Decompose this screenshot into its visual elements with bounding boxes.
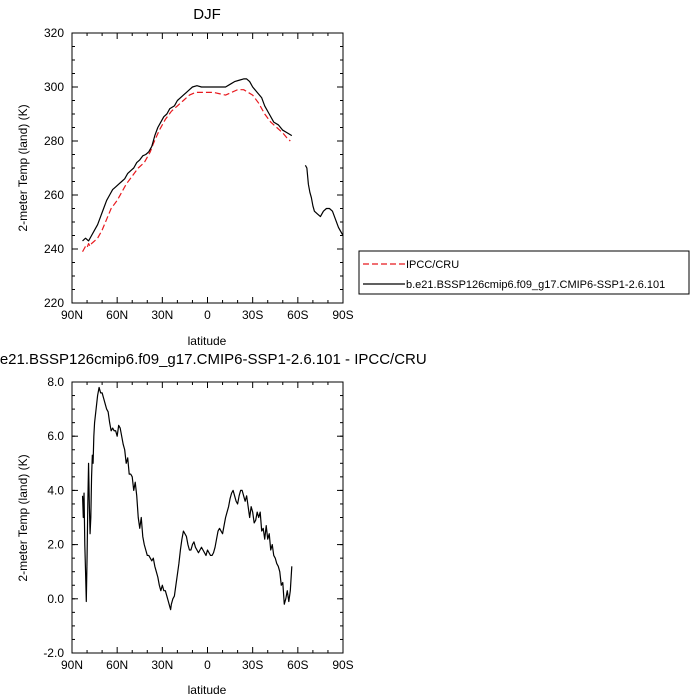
bottom-x-tick-label: 0: [204, 658, 211, 672]
top-x-axis-label: latitude: [188, 334, 227, 348]
top-x-tick-label: 30S: [242, 308, 263, 322]
top-chart-title: DJF: [193, 6, 221, 23]
bottom-x-tick-label: 90S: [332, 658, 353, 672]
bottom-y-tick-label: 2.0: [47, 538, 64, 552]
top-y-tick-label: 280: [44, 134, 64, 148]
top-x-tick-label: 30N: [151, 308, 173, 322]
bottom-y-tick-label: 0.0: [47, 592, 64, 606]
top-x-tick-label: 60N: [106, 308, 128, 322]
top-series-1-line-segment-1: [304, 165, 343, 236]
bottom-plot-frame: [71, 381, 344, 654]
top-y-tick-label: 320: [44, 26, 64, 40]
top-series-1-line-segment-0: [82, 78, 293, 242]
top-y-tick-label: 220: [44, 296, 64, 310]
top-y-tick-label: 240: [44, 242, 64, 256]
bottom-series-0-line-segment-0: [81, 386, 293, 611]
bottom-chart-title: b.e21.BSSP126cmip6.f09_g17.CMIP6-SSP1-2.…: [0, 351, 427, 368]
legend-box: [358, 250, 690, 295]
legend: IPCC/CRU b.e21.BSSP126cmip6.f09_g17.CMIP…: [358, 250, 690, 295]
panel-top: DJF 90N 60N 30N 0 30S 60S 90S 220 240 260 280 300 32…: [16, 6, 354, 348]
top-plot-area: 90N 60N 30N 0 30S 60S 90S 220 240 260 280 300 320: [44, 26, 354, 322]
legend-obs-label: IPCC/CRU: [406, 259, 459, 271]
top-y-tick-label: 260: [44, 188, 64, 202]
bottom-x-tick-label: 60S: [287, 658, 308, 672]
bottom-x-tick-label: 30N: [151, 658, 173, 672]
top-x-tick-label: 60S: [287, 308, 308, 322]
top-y-tick-label: 300: [44, 80, 64, 94]
bottom-plot-area: 90N 60N 30N 0 30S 60S 90S -2.0 0.0 2.0 4.0 6.0 8.0: [43, 375, 353, 672]
bottom-y-tick-label: 6.0: [47, 429, 64, 443]
top-x-tick-label: 0: [204, 308, 211, 322]
top-x-tick-label: 90N: [61, 308, 83, 322]
bottom-y-axis-label: 2-meter Temp (land) (K): [16, 454, 30, 581]
panel-bottom: b.e21.BSSP126cmip6.f09_g17.CMIP6-SSP1-2.…: [0, 351, 427, 697]
bottom-x-tick-label: 60N: [106, 658, 128, 672]
top-y-axis-label: 2-meter Temp (land) (K): [16, 104, 30, 231]
bottom-y-tick-label: -2.0: [43, 646, 64, 660]
legend-model-label: b.e21.BSSP126cmip6.f09_g17.CMIP6-SSP1-2.…: [406, 279, 665, 291]
bottom-y-tick-label: 4.0: [47, 483, 64, 497]
top-series-0-line-segment-0: [82, 89, 291, 252]
bottom-x-tick-label: 90N: [61, 658, 83, 672]
bottom-x-axis-label: latitude: [188, 683, 227, 697]
top-plot-frame: [71, 32, 344, 304]
bottom-y-tick-label: 8.0: [47, 375, 64, 389]
top-x-tick-label: 90S: [332, 308, 353, 322]
bottom-x-tick-label: 30S: [242, 658, 263, 672]
